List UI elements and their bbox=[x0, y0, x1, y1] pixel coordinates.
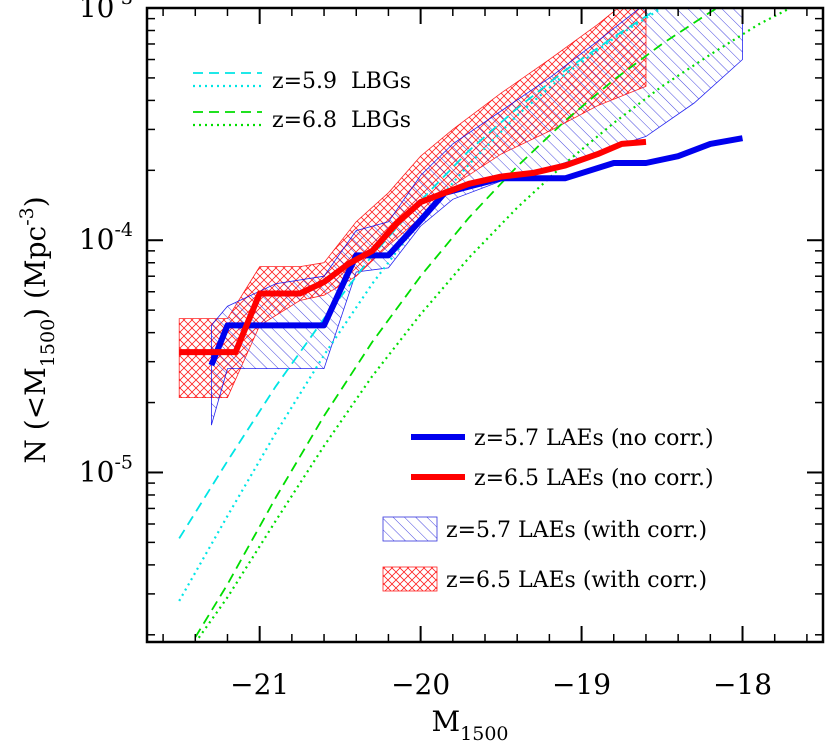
legend-lae57-corr-label: z=5.7 LAEs (with corr.) bbox=[446, 518, 707, 543]
band-z57-with-corr bbox=[210, 8, 743, 426]
y-tick-label: 10-3 bbox=[79, 0, 133, 24]
series-z-5-9-lbgs-dashed bbox=[178, 8, 661, 539]
x-tick-label: −20 bbox=[391, 668, 450, 701]
legend-lae57-nocorr-label: z=5.7 LAEs (no corr.) bbox=[474, 426, 714, 451]
y-tick-label: 10-5 bbox=[79, 451, 133, 488]
legend-lae65-corr-label: z=6.5 LAEs (with corr.) bbox=[446, 568, 707, 593]
y-tick-label: 10-4 bbox=[79, 219, 133, 256]
y-axis-ticks: 10-5 10-4 10-3 bbox=[79, 0, 823, 636]
legend-lae65-hatch-swatch bbox=[382, 566, 438, 592]
series-z-6-8-lbgs-dashed bbox=[194, 8, 719, 638]
series-z-6-5-laes-no-corr bbox=[179, 138, 647, 356]
legend-lbg59-label: z=5.9 LBGs bbox=[272, 69, 411, 94]
series-lines bbox=[178, 8, 793, 642]
legend-lbg: z=5.9 LBGs z=6.8 LBGs bbox=[193, 69, 411, 133]
y-axis-label: N (<M1500) (Mpc-3) bbox=[16, 196, 59, 463]
legend-lae57-hatch-swatch bbox=[382, 516, 438, 542]
confidence-bands bbox=[178, 8, 743, 426]
x-axis-ticks: −21 −20 −19 −18 bbox=[162, 8, 808, 701]
legend-lae: z=5.7 LAEs (no corr.) z=6.5 LAEs (no cor… bbox=[382, 426, 714, 593]
legend-lbg68-label: z=6.8 LBGs bbox=[272, 108, 411, 133]
x-tick-label: −18 bbox=[713, 668, 772, 701]
x-tick-label: −21 bbox=[230, 668, 289, 701]
x-axis-label: M1500 bbox=[431, 705, 508, 745]
legend-lae65-nocorr-label: z=6.5 LAEs (no corr.) bbox=[474, 466, 714, 491]
x-tick-label: −19 bbox=[552, 668, 611, 701]
